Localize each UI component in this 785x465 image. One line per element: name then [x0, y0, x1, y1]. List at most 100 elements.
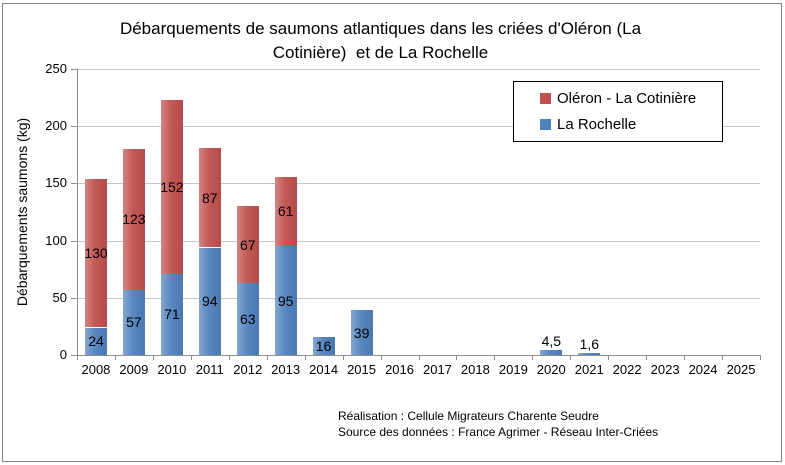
- x-tick-mark: [418, 355, 420, 360]
- bar-value-label: 152: [160, 178, 184, 195]
- bar-value-label: 63: [240, 311, 256, 327]
- bar-segment: [85, 327, 107, 355]
- y-tick-mark: [71, 126, 77, 128]
- x-tick-mark: [760, 355, 761, 360]
- bar-segment: [350, 310, 373, 355]
- bar-segment: [274, 176, 297, 247]
- x-tick-label: 2008: [81, 362, 111, 377]
- y-tick-mark: [71, 183, 77, 185]
- x-tick-label: 2012: [233, 362, 263, 377]
- x-tick-label: 2013: [271, 362, 301, 377]
- x-tick-mark: [380, 355, 382, 360]
- x-tick-label: 2016: [385, 362, 414, 377]
- bar-segment: [540, 349, 563, 355]
- chart-title-line1: Débarquements de saumons atlantiques dan…: [119, 19, 642, 38]
- bar-value-label: 61: [277, 203, 294, 220]
- y-tick-label: 100: [45, 232, 67, 248]
- figure-border: [2, 3, 782, 462]
- x-tick-label: 2017: [422, 362, 452, 377]
- x-tick-label: 2015: [347, 362, 376, 377]
- bar-segment: [198, 147, 221, 248]
- bar-segment: [122, 289, 145, 355]
- x-tick-mark: [570, 355, 572, 360]
- bar-segment: [85, 178, 107, 328]
- x-tick-mark: [190, 355, 192, 360]
- x-tick-label: 2022: [612, 362, 642, 377]
- x-tick-mark: [608, 355, 610, 360]
- gridline: [78, 240, 760, 242]
- x-tick-mark: [722, 355, 724, 360]
- bar-segment: [274, 246, 297, 355]
- bar-segment: [160, 99, 183, 274]
- x-tick-label: 2023: [650, 362, 680, 377]
- y-axis-line: [77, 69, 78, 355]
- y-tick-label: 250: [45, 61, 67, 76]
- x-tick-mark: [228, 355, 230, 360]
- x-tick-mark: [456, 355, 458, 360]
- source-credits: Réalisation : Cellule Migrateurs Charent…: [338, 408, 658, 440]
- legend-swatch-icon: [540, 118, 551, 130]
- bar-segment: [312, 336, 335, 355]
- x-tick-label: 2011: [195, 362, 224, 377]
- gridline: [78, 126, 760, 128]
- bar-value-label: 123: [122, 211, 146, 228]
- x-tick-label: 2021: [574, 362, 604, 377]
- bar-segment: [198, 247, 221, 355]
- bar-value-label: 71: [164, 306, 180, 323]
- x-tick-mark: [646, 355, 648, 360]
- x-tick-mark: [114, 355, 116, 360]
- legend-swatch-icon: [540, 93, 551, 105]
- x-tick-mark: [494, 355, 496, 360]
- y-axis-title: Débarquements saumons (kg): [14, 117, 30, 307]
- bar-segment: [578, 353, 601, 355]
- x-tick-label: 2025: [726, 362, 756, 377]
- x-tick-mark: [342, 355, 344, 360]
- bar-value-label: 16: [315, 337, 332, 354]
- x-tick-mark: [266, 355, 268, 360]
- x-tick-label: 2024: [688, 362, 718, 377]
- x-tick-mark: [684, 355, 686, 360]
- x-tick-label: 2014: [309, 362, 339, 377]
- bar-value-label: 57: [126, 314, 142, 331]
- x-tick-mark: [152, 355, 154, 360]
- x-tick-mark: [304, 355, 306, 360]
- y-tick-mark: [71, 240, 77, 242]
- x-tick-label: 2019: [498, 362, 528, 377]
- credit-realisation: Réalisation : Cellule Migrateurs Charent…: [338, 409, 599, 423]
- bar-value-label: 24: [88, 333, 104, 350]
- legend: Oléron - La Cotinière La Rochelle: [513, 81, 723, 142]
- x-tick-label: 2009: [119, 362, 149, 377]
- x-tick-mark: [77, 355, 78, 360]
- bar-value-label: 130: [84, 245, 108, 262]
- y-tick-label: 0: [59, 347, 67, 362]
- legend-item: La Rochelle: [540, 116, 722, 133]
- x-tick-label: 2020: [536, 362, 566, 377]
- gridline: [78, 183, 760, 185]
- y-tick-mark: [71, 69, 77, 70]
- bar-value-label: 95: [277, 292, 294, 309]
- x-tick-label: 2018: [460, 362, 490, 377]
- credit-source: Source des données : France Agrimer - Ré…: [338, 425, 659, 439]
- x-tick-mark: [532, 355, 534, 360]
- gridline: [78, 69, 760, 70]
- bar-value-label: 67: [240, 236, 256, 253]
- y-tick-mark: [71, 355, 77, 356]
- bar-segment: [236, 206, 259, 283]
- bar-value-label: 1,6: [579, 336, 600, 353]
- legend-label: Oléron - La Cotinière: [557, 90, 697, 108]
- bar-segment: [122, 149, 145, 290]
- y-tick-label: 150: [45, 175, 67, 191]
- legend-item: Oléron - La Cotinière: [540, 90, 722, 107]
- chart-title: Débarquements de saumons atlantiques dan…: [0, 17, 761, 65]
- bar-segment: [160, 273, 183, 355]
- bar-value-label: 87: [202, 189, 218, 206]
- y-tick-label: 200: [45, 118, 67, 134]
- x-tick-label: 2010: [157, 362, 187, 377]
- chart-title-line2: Cotinière) et de La Rochelle: [272, 43, 489, 62]
- bar-value-label: 94: [202, 293, 218, 310]
- gridline: [78, 297, 760, 299]
- legend-label: La Rochelle: [557, 115, 637, 133]
- y-tick-label: 50: [52, 289, 67, 305]
- bar-value-label: 39: [353, 324, 370, 341]
